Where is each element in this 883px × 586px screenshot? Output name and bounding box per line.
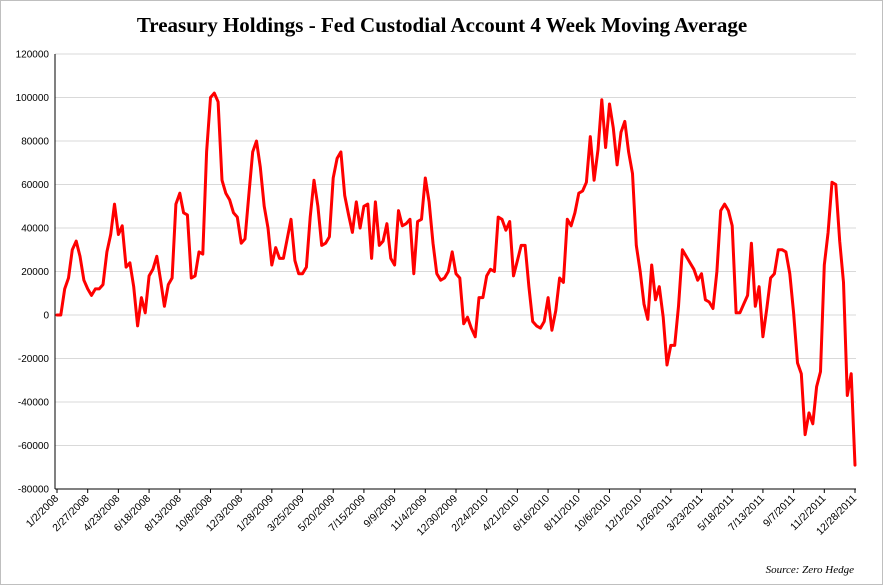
y-tick-label: 0 — [43, 311, 49, 322]
y-tick-label: -80000 — [18, 485, 50, 496]
axes — [54, 54, 856, 493]
series-layer — [55, 91, 857, 467]
y-tick-label: -40000 — [18, 398, 50, 409]
y-tick-label: 60000 — [21, 180, 49, 191]
y-tick-label: 20000 — [21, 267, 49, 278]
y-tick-label: 100000 — [16, 93, 50, 104]
x-axis-tick-labels: 1/2/20082/27/20084/23/20086/18/20088/13/… — [24, 493, 859, 539]
y-tick-label: 80000 — [21, 137, 49, 148]
source-note: Source: Zero Hedge — [766, 564, 854, 576]
y-tick-label: -20000 — [18, 354, 50, 365]
series-line — [55, 91, 857, 467]
chart-title: Treasury Holdings - Fed Custodial Accoun… — [137, 13, 747, 37]
y-axis-tick-labels: 120000 100000 80000 60000 40000 20000 0 -20000 -… — [16, 50, 50, 496]
y-tick-label: 40000 — [21, 224, 49, 235]
y-tick-label: -60000 — [18, 441, 50, 452]
y-tick-label: 120000 — [16, 50, 50, 61]
